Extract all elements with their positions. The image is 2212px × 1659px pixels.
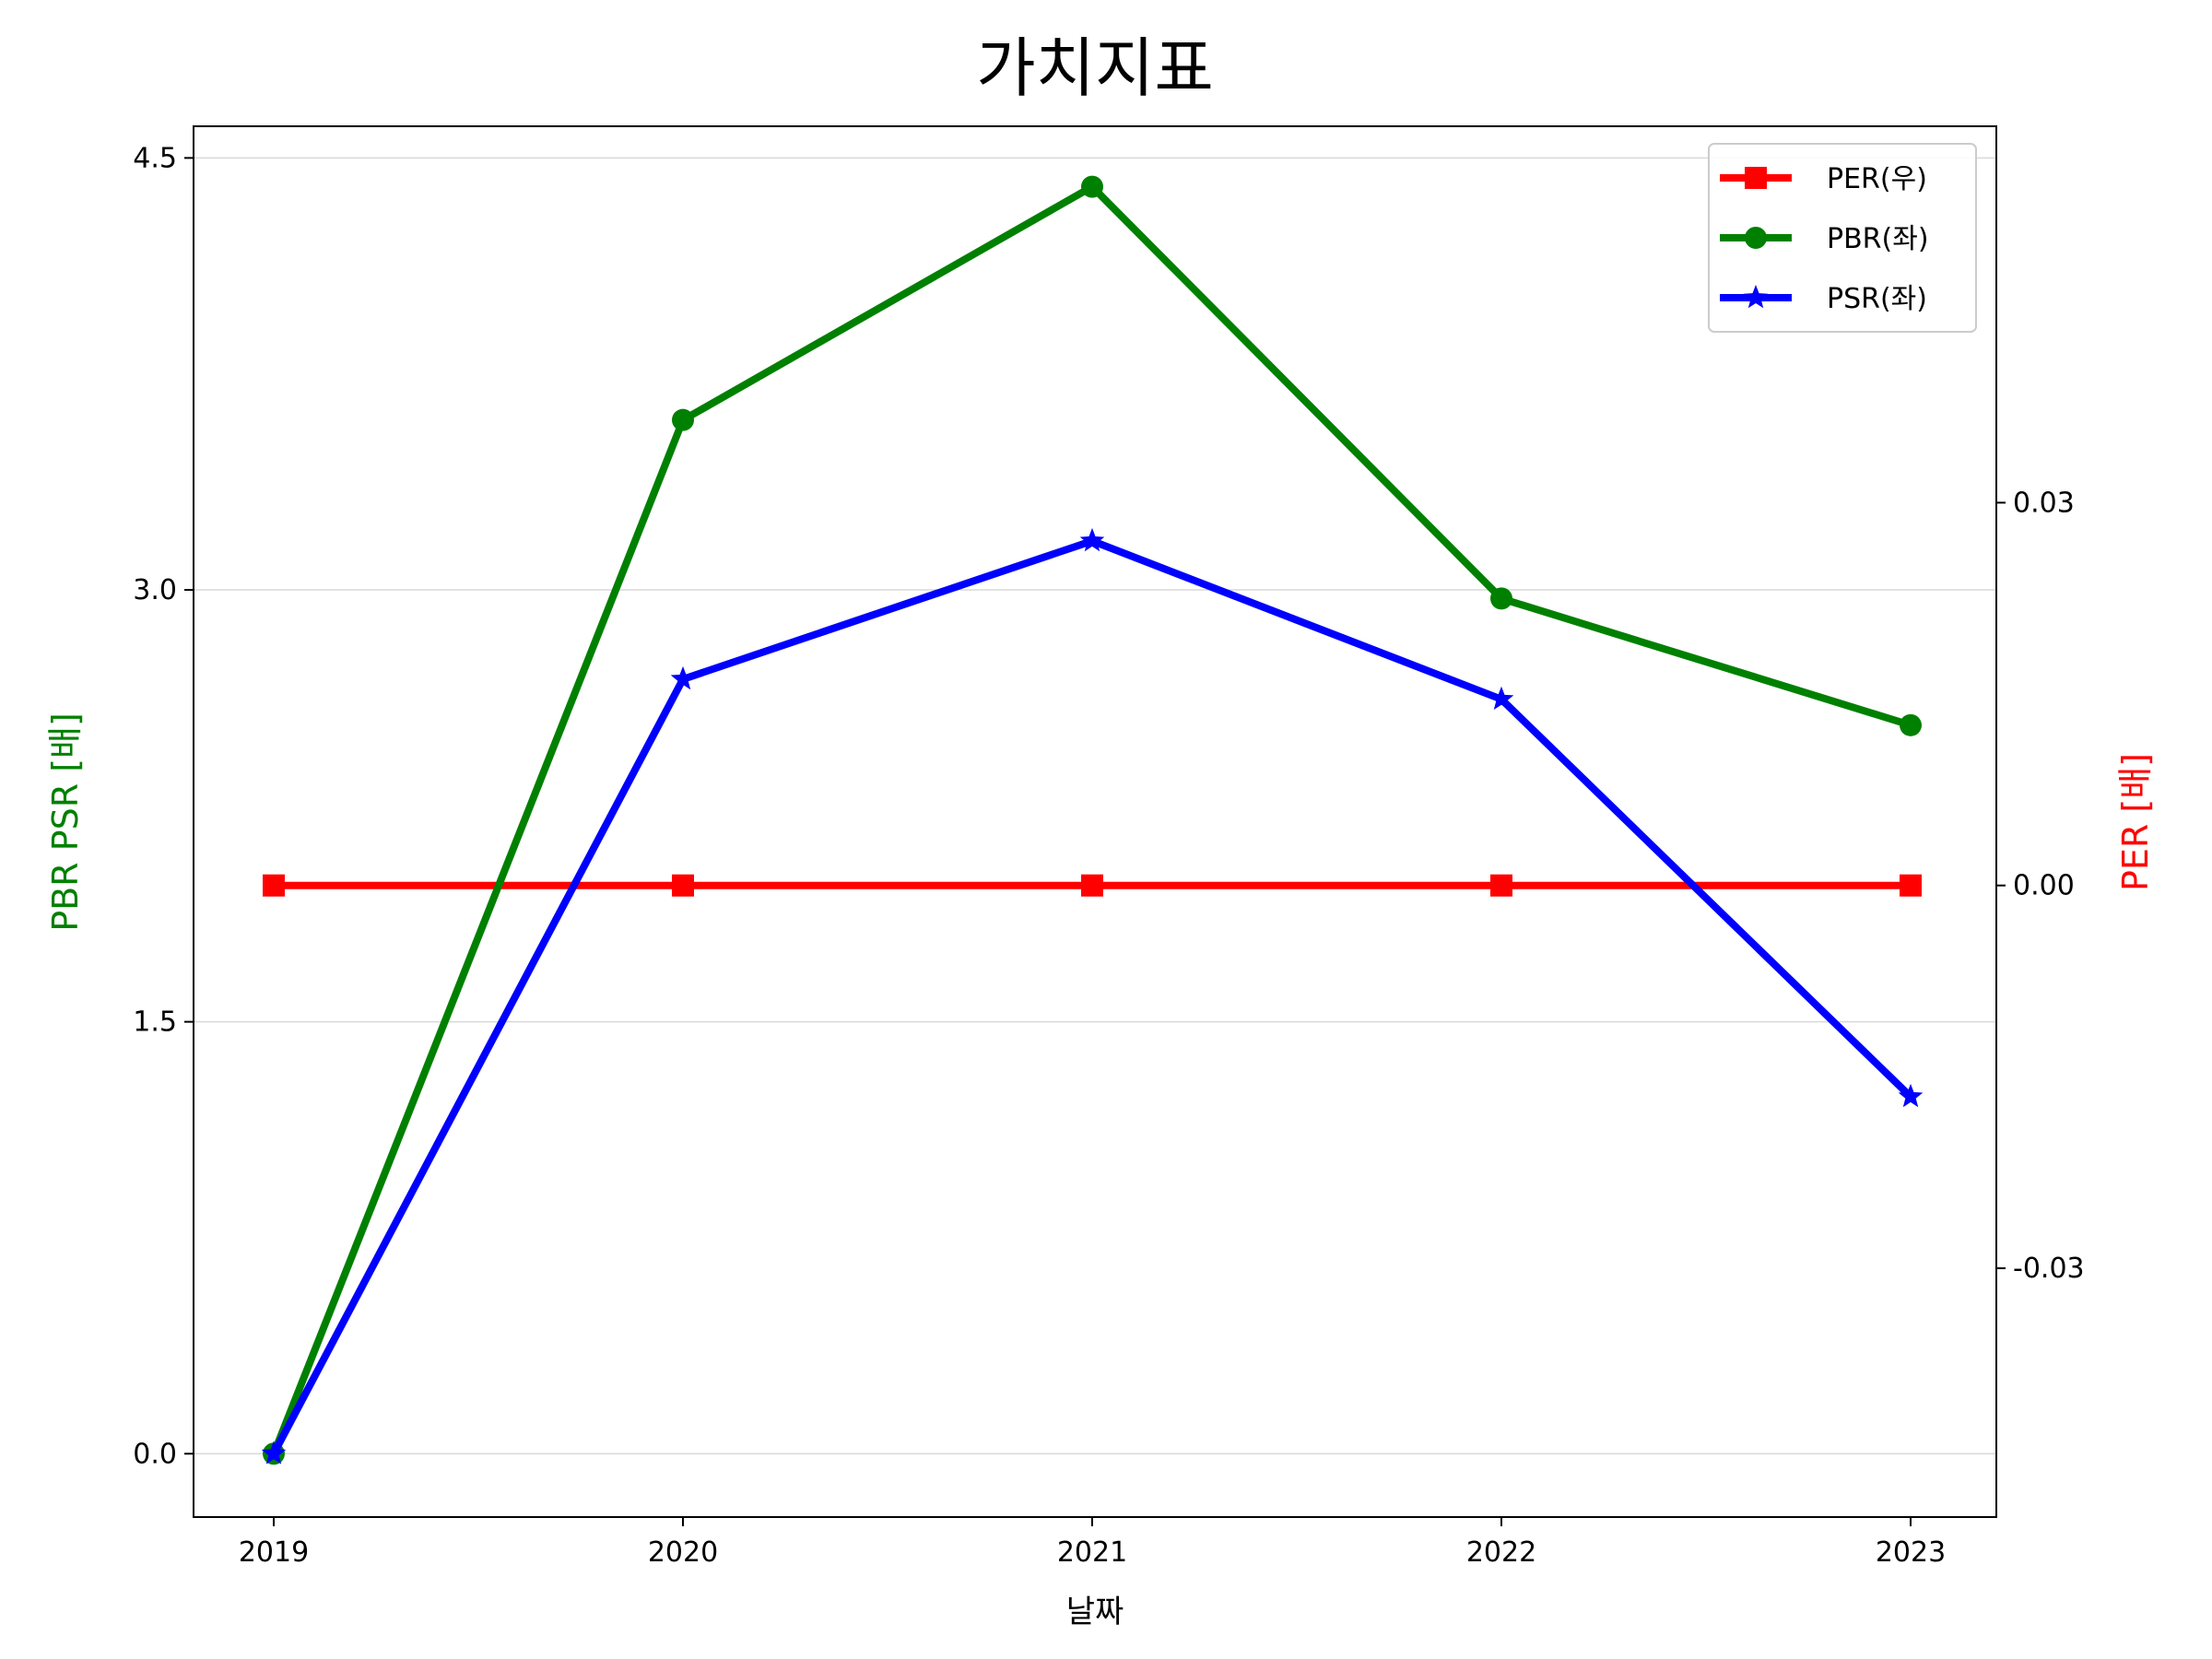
series-point-pbr <box>672 408 694 431</box>
legend-label-per: PER(우) <box>1827 163 1927 195</box>
x-axis: 2019 2020 2021 2022 2023 <box>239 1517 1946 1569</box>
legend-marker-pbr <box>1745 227 1767 249</box>
left-axis-title: PBR PSR [배] <box>45 712 86 932</box>
series-point-psr <box>670 665 696 690</box>
chart-title: 가치지표 <box>976 30 1214 106</box>
series-point-psr <box>1488 686 1514 710</box>
x-tick-label: 2021 <box>1057 1536 1127 1569</box>
series-point-pbr <box>1900 713 1922 736</box>
series-point-psr <box>1079 527 1105 552</box>
right-tick-label: 0.00 <box>2013 870 2075 902</box>
x-tick-label: 2020 <box>648 1536 718 1569</box>
left-tick-label: 1.5 <box>133 1006 177 1039</box>
left-tick-label: 3.0 <box>133 574 177 606</box>
series-point-per <box>263 874 285 897</box>
series-point-per <box>1900 874 1922 897</box>
legend-label-pbr: PBR(좌) <box>1827 223 1929 255</box>
series-point-psr <box>1898 1083 1924 1108</box>
x-axis-title: 날짜 <box>1066 1594 1124 1630</box>
right-axis-title: PER [배] <box>2115 753 2156 891</box>
right-axis: -0.03 0.00 0.03 <box>1996 487 2085 1285</box>
legend-frame <box>1708 143 1977 333</box>
x-tick-label: 2023 <box>1876 1536 1946 1569</box>
left-axis: 0.0 1.5 3.0 4.5 <box>133 142 194 1470</box>
x-tick-label: 2019 <box>239 1536 309 1569</box>
x-tick-label: 2022 <box>1466 1536 1536 1569</box>
series-point-pbr <box>1490 587 1512 610</box>
series-point-per <box>1490 874 1512 897</box>
plot-frame <box>193 125 1997 1518</box>
series-layer <box>261 175 1924 1465</box>
legend-marker-psr <box>1743 285 1769 309</box>
series-point-pbr <box>1081 175 1103 198</box>
legend: PER(우) PBR(좌) PSR(좌) <box>1708 143 1977 333</box>
series-point-psr <box>261 1441 287 1465</box>
series-point-per <box>1081 874 1103 897</box>
grid-lines <box>194 157 1996 1455</box>
right-tick-label: -0.03 <box>2013 1253 2085 1285</box>
left-tick-label: 4.5 <box>133 142 177 174</box>
legend-label-psr: PSR(좌) <box>1827 283 1927 315</box>
left-tick-label: 0.0 <box>133 1438 177 1470</box>
legend-marker-per <box>1745 167 1767 189</box>
right-tick-label: 0.03 <box>2013 487 2075 519</box>
series-point-per <box>672 874 694 897</box>
